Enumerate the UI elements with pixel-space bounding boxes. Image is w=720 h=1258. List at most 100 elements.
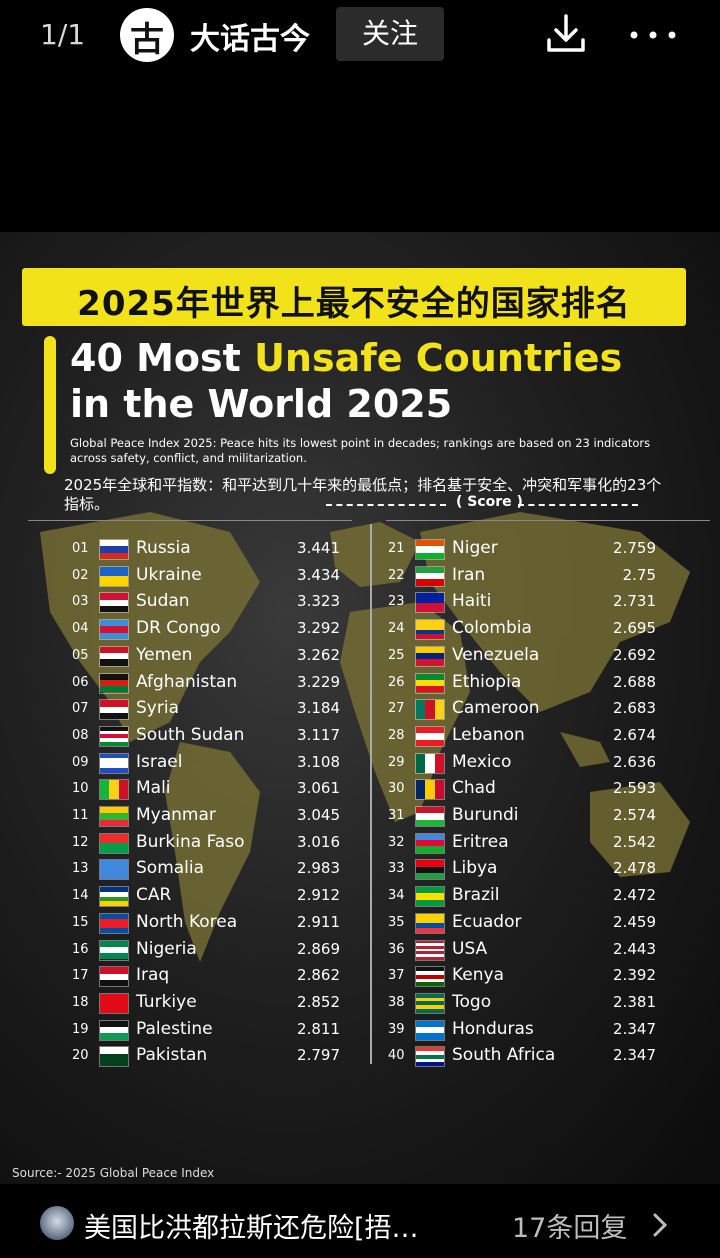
title-accent-bar (44, 336, 56, 474)
country-score: 3.262 (297, 645, 340, 664)
rank-number: 09 (72, 754, 89, 770)
country-name: Venezuela (452, 644, 540, 665)
country-score: 2.593 (613, 779, 656, 798)
country-score: 3.229 (297, 672, 340, 691)
ranking-row: 27 Cameroon 2.683 (388, 698, 658, 722)
rank-number: 08 (72, 727, 89, 743)
country-score: 2.347 (613, 1046, 656, 1065)
ranking-row: 12 Burkina Faso 3.016 (72, 832, 342, 856)
ranking-row: 37 Kenya 2.392 (388, 965, 658, 989)
follow-button[interactable]: 关注 (336, 7, 444, 61)
world-map-background (40, 512, 690, 962)
account-avatar[interactable]: 古 (120, 8, 174, 62)
country-score: 2.811 (297, 1019, 340, 1038)
rank-number: 21 (388, 541, 405, 556)
country-name: USA (452, 938, 488, 959)
source-note: Source:- 2025 Global Peace Index (12, 1166, 215, 1180)
burkina-faso-flag-icon (100, 833, 128, 853)
rank-number: 16 (72, 941, 89, 957)
country-name: Ukraine (136, 564, 202, 585)
country-score: 3.061 (297, 779, 340, 798)
burundi-flag-icon (416, 807, 444, 826)
country-name: Syria (136, 698, 179, 719)
mali-flag-icon (100, 780, 128, 800)
eritrea-flag-icon (416, 833, 444, 853)
country-name: Somalia (136, 858, 205, 879)
brazil-flag-icon (416, 887, 444, 907)
ranking-row: 35 Ecuador 2.459 (388, 912, 658, 936)
country-name: Colombia (452, 618, 532, 639)
ranking-row: 23 Haiti 2.731 (388, 591, 658, 615)
country-score: 2.862 (297, 966, 340, 985)
country-score: 2.683 (613, 699, 656, 718)
country-name: DR Congo (136, 618, 221, 639)
country-score: 3.108 (297, 752, 340, 771)
ranking-row: 19 Palestine 2.811 (72, 1019, 342, 1043)
country-name: Burkina Faso (136, 831, 245, 852)
chad-flag-icon (416, 780, 444, 800)
download-icon[interactable] (544, 12, 588, 56)
rank-number: 33 (388, 861, 405, 877)
ranking-row: 11 Myanmar 3.045 (72, 805, 342, 829)
togo-flag-icon (416, 993, 444, 1013)
reply-count-link[interactable]: 17条回复 (512, 1213, 628, 1244)
ecuador-flag-icon (416, 913, 444, 933)
rank-number: 10 (72, 781, 89, 797)
country-name: Burundi (452, 805, 519, 825)
country-score: 3.292 (297, 619, 340, 638)
left-header-rule (28, 520, 352, 521)
chinese-title-banner: 2025年世界上最不安全的国家排名 (22, 268, 686, 326)
ethiopia-flag-icon (416, 673, 444, 693)
country-name: Haiti (452, 591, 492, 612)
poster-image[interactable]: 2025年世界上最不安全的国家排名 40 Most Unsafe Countri… (0, 232, 720, 1184)
rank-number: 05 (72, 647, 89, 663)
rank-number: 24 (388, 621, 405, 637)
chevron-right-icon[interactable] (652, 1212, 668, 1238)
ranking-row: 34 Brazil 2.472 (388, 885, 658, 909)
colombia-flag-icon (416, 620, 444, 640)
country-score: 2.797 (297, 1046, 340, 1065)
country-score: 2.381 (613, 992, 656, 1011)
chinese-subtitle: 2025年全球和平指数：和平达到几十年来的最低点；排名基于安全、冲突和军事化的2… (64, 476, 662, 513)
libya-flag-icon (416, 860, 444, 880)
ranking-row: 24 Colombia 2.695 (388, 618, 658, 642)
account-name[interactable]: 大话古今 (190, 22, 310, 57)
ranking-row: 25 Venezuela 2.692 (388, 645, 658, 669)
nigeria-flag-icon (100, 940, 128, 960)
country-name: North Korea (136, 911, 238, 932)
poster-subtitle: Global Peace Index 2025: Peace hits its … (70, 436, 651, 465)
more-icon[interactable] (628, 30, 678, 40)
post-title[interactable]: 美国比洪都拉斯还危险[捂… (84, 1213, 419, 1244)
country-name: South Sudan (136, 724, 245, 745)
rank-number: 22 (388, 567, 405, 583)
rank-number: 07 (72, 701, 89, 717)
palestine-flag-icon (100, 1020, 128, 1040)
country-score: 2.911 (297, 912, 340, 931)
myanmar-flag-icon (100, 807, 128, 826)
iran-flag-icon (416, 566, 444, 586)
rank-number: 40 (388, 1048, 405, 1064)
rank-number: 06 (72, 674, 89, 690)
rank-number: 39 (388, 1021, 405, 1037)
country-score: 2.347 (613, 1019, 656, 1038)
niger-flag-icon (416, 540, 444, 559)
country-name: Iran (452, 564, 486, 585)
ranking-row: 40 South Africa 2.347 (388, 1045, 658, 1069)
country-name: Kenya (452, 965, 505, 986)
honduras-flag-icon (416, 1020, 444, 1040)
ranking-row: 28 Lebanon 2.674 (388, 725, 658, 749)
rank-number: 18 (72, 994, 89, 1010)
country-score: 2.688 (613, 672, 656, 691)
rank-number: 01 (72, 541, 89, 556)
rank-number: 36 (388, 941, 405, 957)
country-score: 3.016 (297, 832, 340, 851)
rank-number: 13 (72, 861, 89, 877)
country-score: 2.695 (613, 619, 656, 638)
cameroon-flag-icon (416, 700, 444, 720)
ranking-row: 31 Burundi 2.574 (388, 805, 658, 829)
ranking-row: 39 Honduras 2.347 (388, 1019, 658, 1043)
rank-number: 32 (388, 834, 405, 850)
country-score: 2.459 (613, 912, 656, 931)
ranking-row: 06 Afghanistan 3.229 (72, 672, 342, 696)
country-score: 2.443 (613, 939, 656, 958)
